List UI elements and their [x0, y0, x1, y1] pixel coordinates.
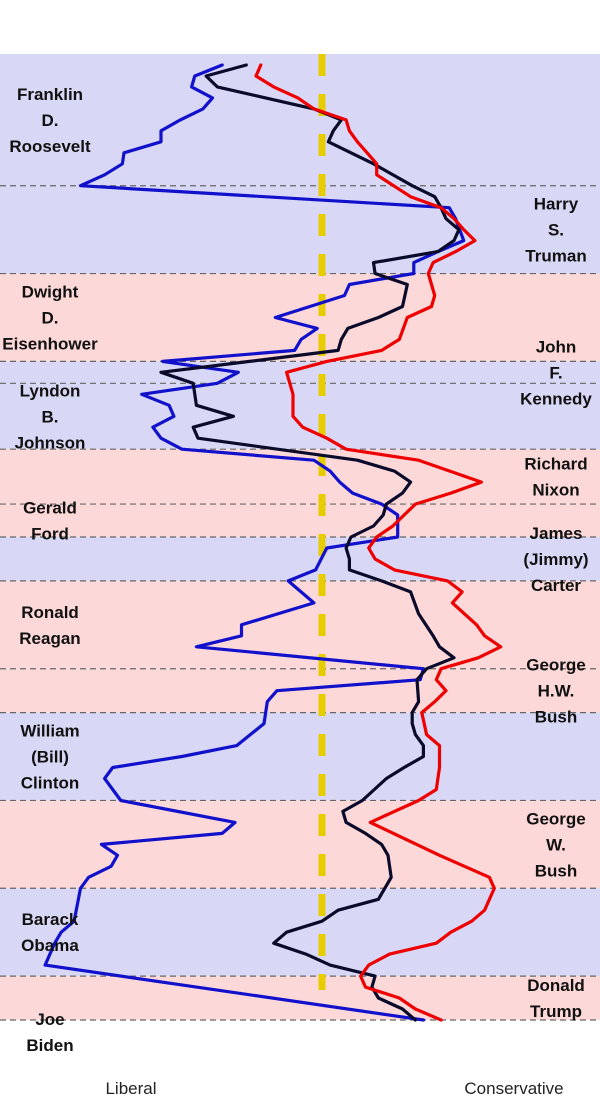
- presidency-label-line: F.: [549, 363, 562, 382]
- presidency-band: [0, 668, 600, 713]
- presidency-label-line: (Jimmy): [523, 550, 588, 569]
- presidency-band: [0, 383, 600, 450]
- presidency-label-line: D.: [42, 308, 59, 327]
- presidency-label-line: Ford: [31, 525, 69, 544]
- presidency-label-line: Gerald: [23, 499, 77, 518]
- presidency-label-line: Biden: [26, 1036, 73, 1055]
- presidency-label-line: Dwight: [22, 282, 79, 301]
- presidency-band: [0, 580, 600, 669]
- presidency-label-line: Donald: [527, 976, 585, 995]
- presidency-label-line: Nixon: [532, 481, 579, 500]
- presidency-bands: [0, 54, 600, 1020]
- presidency-label-line: Ronald: [21, 603, 79, 622]
- presidency-band: [0, 537, 600, 581]
- presidency-label-line: Joe: [35, 1010, 64, 1029]
- series-line-2: [159, 63, 461, 1022]
- series-line-3: [254, 63, 503, 1022]
- presidency-label-line: B.: [42, 407, 59, 426]
- presidency-label-line: Kennedy: [520, 389, 592, 408]
- presidency-label-line: D.: [42, 111, 59, 130]
- presidency-label-line: Trump: [530, 1002, 582, 1021]
- presidency-label-line: Bush: [535, 861, 578, 880]
- presidency-label-line: Roosevelt: [9, 137, 91, 156]
- presidency-label-line: Richard: [524, 455, 587, 474]
- presidency-label-line: Eisenhower: [2, 334, 98, 353]
- presidency-label-line: Truman: [525, 247, 586, 266]
- presidency-label-line: (Bill): [31, 748, 69, 767]
- presidency-label-line: John: [536, 337, 577, 356]
- presidency-labels: Franklin D. Roosevelt Harry S. Truman Dwight D.…: [2, 85, 592, 1055]
- presidency-band: [0, 273, 600, 362]
- liberal-axis-label: Liberal: [105, 1079, 156, 1098]
- presidency-label-line: Reagan: [19, 629, 80, 648]
- presidency-label-line: Johnson: [15, 433, 86, 452]
- presidency-label-line: Carter: [531, 576, 581, 595]
- presidency-label-line: Harry: [534, 195, 579, 214]
- conservative-axis-label: Conservative: [464, 1079, 563, 1098]
- presidency-band: [0, 54, 600, 186]
- presidency-label-line: Barack: [22, 910, 79, 929]
- series-lines: [43, 63, 503, 1022]
- presidency-label-line: Lyndon: [20, 381, 81, 400]
- presidency-label-line: H.W.: [538, 682, 575, 701]
- presidency-band: [0, 888, 600, 977]
- presidency-band: [0, 504, 600, 537]
- presidency-label-line: Bush: [535, 708, 578, 727]
- presidency-band: [0, 449, 600, 505]
- presidency-label-line: George: [526, 809, 586, 828]
- presidency-label-line: S.: [548, 221, 564, 240]
- presidency-band: [0, 712, 600, 801]
- presidency-label-line: William: [20, 722, 79, 741]
- presidency-label-line: George: [526, 656, 586, 675]
- presidency-label-line: Obama: [21, 936, 79, 955]
- presidency-band: [0, 361, 600, 384]
- presidency-label-line: James: [530, 524, 583, 543]
- presidency-label-line: W.: [546, 835, 566, 854]
- presidency-label-line: Franklin: [17, 85, 83, 104]
- presidency-label-line: Clinton: [21, 774, 80, 793]
- series-line-1: [43, 63, 466, 1022]
- presidency-band: [0, 976, 600, 1020]
